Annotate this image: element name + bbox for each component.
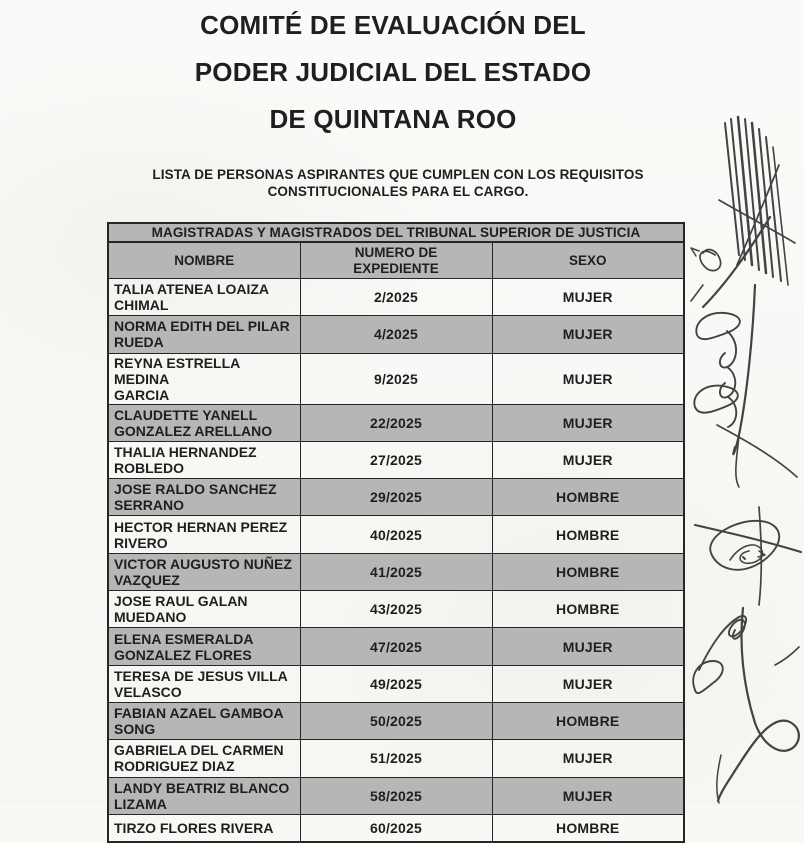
table-row: TIRZO FLORES RIVERA 60/2025 HOMBRE xyxy=(107,813,685,843)
table-row: JOSE RALDO SANCHEZ SERRANO 29/2025 HOMBRE xyxy=(107,478,685,517)
cell-nombre: LANDY BEATRIZ BLANCO LIZAMA xyxy=(107,776,301,815)
table-row: TALIA ATENEA LOAIZA CHIMAL 2/2025 MUJER xyxy=(107,277,685,317)
cell-expediente: 50/2025 xyxy=(299,701,493,741)
cell-expediente: 41/2025 xyxy=(299,552,493,592)
cell-sexo: MUJER xyxy=(491,627,685,666)
signature-scribble-4-icon xyxy=(692,606,800,804)
cell-nombre: TIRZO FLORES RIVERA xyxy=(107,813,301,843)
cell-sexo: HOMBRE xyxy=(491,701,685,741)
cell-expediente: 27/2025 xyxy=(299,440,493,480)
cell-expediente: 4/2025 xyxy=(299,315,493,354)
cell-expediente: 58/2025 xyxy=(299,776,493,815)
title-line-2: PODER JUDICIAL DEL ESTADO xyxy=(194,57,592,87)
title-line-3: DE QUINTANA ROO xyxy=(269,104,517,134)
banner-row: MAGISTRADAS Y MAGISTRADOS DEL TRIBUNAL S… xyxy=(107,222,685,243)
column-header-row: NOMBRE NUMERO DE EXPEDIENTE SEXO xyxy=(107,241,685,279)
document-subtitle: LISTA DE PERSONAS ASPIRANTES QUE CUMPLEN… xyxy=(0,166,796,200)
cell-nombre: JOSE RAUL GALAN MUEDANO xyxy=(107,590,301,629)
cell-sexo: HOMBRE xyxy=(491,590,685,629)
cell-sexo: MUJER xyxy=(491,440,685,480)
table-row: LANDY BEATRIZ BLANCO LIZAMA 58/2025 MUJER xyxy=(107,776,685,815)
table-row: THALIA HERNANDEZ ROBLEDO 27/2025 MUJER xyxy=(107,440,685,480)
table-row: GABRIELA DEL CARMEN RODRIGUEZ DIAZ 51/202… xyxy=(107,739,685,778)
cell-sexo: MUJER xyxy=(491,403,685,442)
cell-nombre: FABIAN AZAEL GAMBOA SONG xyxy=(107,701,301,741)
table-row: HECTOR HERNAN PEREZ RIVERO 40/2025 HOMBRE xyxy=(107,515,685,554)
cell-expediente: 51/2025 xyxy=(299,739,493,778)
cell-sexo: HOMBRE xyxy=(491,515,685,554)
table-row: FABIAN AZAEL GAMBOA SONG 50/2025 HOMBRE xyxy=(107,701,685,741)
table-banner: MAGISTRADAS Y MAGISTRADOS DEL TRIBUNAL S… xyxy=(107,222,685,243)
cell-nombre: VICTOR AUGUSTO NUÑEZ VAZQUEZ xyxy=(107,552,301,592)
aspirants-table: MAGISTRADAS Y MAGISTRADOS DEL TRIBUNAL S… xyxy=(107,222,685,843)
cell-sexo: MUJER xyxy=(491,315,685,354)
cell-nombre: CLAUDETTE YANELL GONZALEZ ARELLANO xyxy=(107,403,301,442)
cell-nombre: GABRIELA DEL CARMEN RODRIGUEZ DIAZ xyxy=(107,739,301,778)
subtitle-line-1: LISTA DE PERSONAS ASPIRANTES QUE CUMPLEN… xyxy=(152,167,644,182)
cell-expediente: 40/2025 xyxy=(299,515,493,554)
table-row: VICTOR AUGUSTO NUÑEZ VAZQUEZ 41/2025 HOMBR… xyxy=(107,552,685,592)
column-header-sexo: SEXO xyxy=(491,241,685,279)
cell-expediente: 43/2025 xyxy=(299,590,493,629)
table-row: CLAUDETTE YANELL GONZALEZ ARELLANO 22/202… xyxy=(107,403,685,442)
cell-sexo: HOMBRE xyxy=(491,552,685,592)
signature-scribble-2-icon xyxy=(690,283,798,488)
cell-sexo: MUJER xyxy=(491,277,685,317)
cell-nombre: REYNA ESTRELLA MEDINA GARCIA xyxy=(107,352,301,405)
document-title: COMITÉ DE EVALUACIÓN DEL PODER JUDICIAL … xyxy=(0,2,786,143)
table-row: REYNA ESTRELLA MEDINA GARCIA 9/2025 MUJER xyxy=(107,352,685,405)
cell-sexo: MUJER xyxy=(491,352,685,405)
cell-nombre: TERESA DE JESUS VILLA VELASCO xyxy=(107,664,301,703)
table-row: NORMA EDITH DEL PILAR RUEDA 4/2025 MUJER xyxy=(107,315,685,354)
signature-scribble-3-icon xyxy=(693,506,803,606)
cell-expediente: 22/2025 xyxy=(299,403,493,442)
cell-expediente: 2/2025 xyxy=(299,277,493,317)
column-header-expediente: NUMERO DE EXPEDIENTE xyxy=(299,241,493,279)
cell-nombre: TALIA ATENEA LOAIZA CHIMAL xyxy=(107,277,301,317)
cell-expediente: 49/2025 xyxy=(299,664,493,703)
cell-nombre: THALIA HERNANDEZ ROBLEDO xyxy=(107,440,301,480)
cell-nombre: NORMA EDITH DEL PILAR RUEDA xyxy=(107,315,301,354)
cell-nombre: ELENA ESMERALDA GONZALEZ FLORES xyxy=(107,627,301,666)
cell-sexo: MUJER xyxy=(491,664,685,703)
cell-nombre: JOSE RALDO SANCHEZ SERRANO xyxy=(107,478,301,517)
table-row: JOSE RAUL GALAN MUEDANO 43/2025 HOMBRE xyxy=(107,590,685,629)
title-line-1: COMITÉ DE EVALUACIÓN DEL xyxy=(200,10,586,40)
column-header-nombre: NOMBRE xyxy=(107,241,301,279)
cell-sexo: MUJER xyxy=(491,739,685,778)
signature-scribble-1-icon xyxy=(690,115,796,309)
table-body: TALIA ATENEA LOAIZA CHIMAL 2/2025 MUJER NOR… xyxy=(107,277,685,843)
table-row: ELENA ESMERALDA GONZALEZ FLORES 47/2025 MU… xyxy=(107,627,685,666)
cell-nombre: HECTOR HERNAN PEREZ RIVERO xyxy=(107,515,301,554)
cell-sexo: HOMBRE xyxy=(491,813,685,843)
cell-expediente: 29/2025 xyxy=(299,478,493,517)
cell-expediente: 9/2025 xyxy=(299,352,493,405)
cell-expediente: 60/2025 xyxy=(299,813,493,843)
cell-sexo: MUJER xyxy=(491,776,685,815)
subtitle-line-2: CONSTITUCIONALES PARA EL CARGO. xyxy=(267,184,529,199)
cell-expediente: 47/2025 xyxy=(299,627,493,666)
table-row: TERESA DE JESUS VILLA VELASCO 49/2025 MUJE… xyxy=(107,664,685,703)
table-head: MAGISTRADAS Y MAGISTRADOS DEL TRIBUNAL S… xyxy=(107,222,685,279)
cell-sexo: HOMBRE xyxy=(491,478,685,517)
